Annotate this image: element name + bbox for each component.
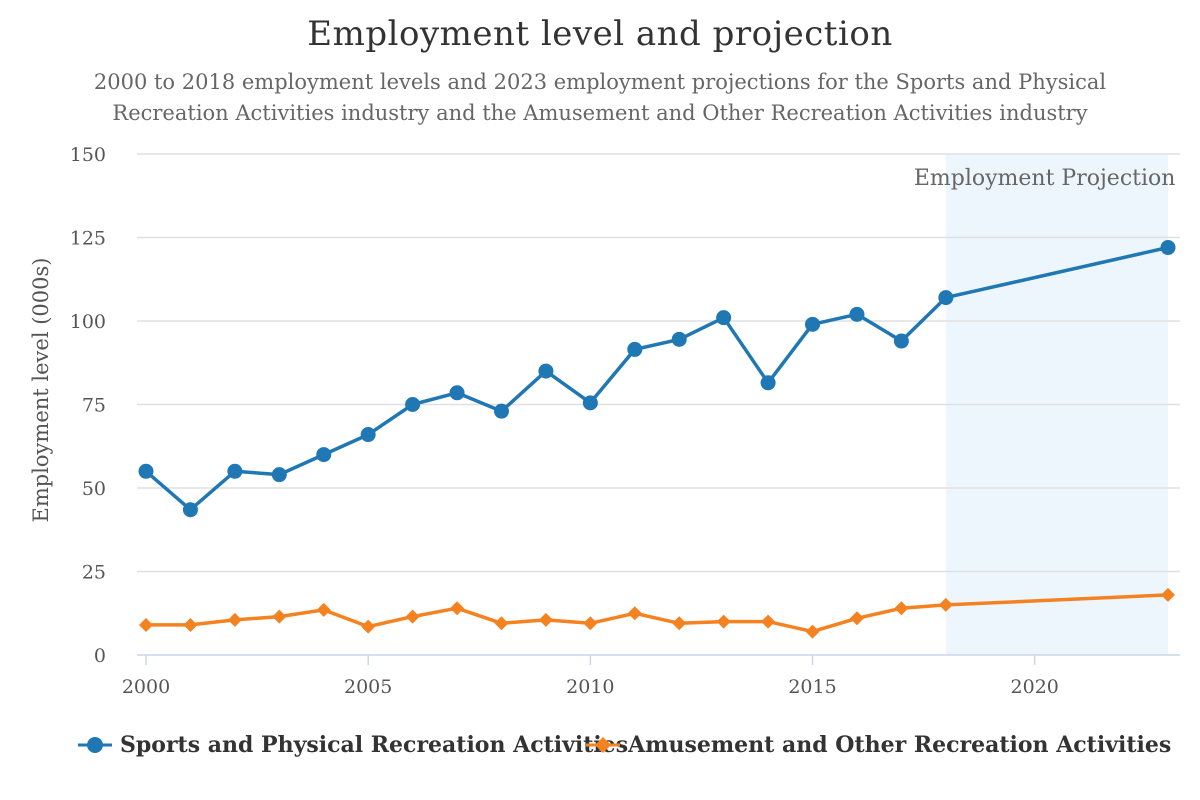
legend-line-diamond-icon — [586, 737, 621, 753]
y-tick-label: 125 — [70, 228, 106, 250]
data-point-sports — [138, 463, 154, 479]
data-point-amusement — [805, 624, 820, 639]
series-line-amusement — [146, 593, 1169, 634]
legend-label-sports: Sports and Physical Recreation Activitie… — [120, 732, 629, 758]
data-point-sports — [271, 467, 287, 483]
data-point-amusement — [183, 617, 198, 632]
data-point-sports — [493, 403, 509, 419]
projection-band-label: Employment Projection — [914, 166, 1176, 191]
x-tick-label: 2000 — [122, 676, 170, 698]
data-point-sports — [716, 310, 732, 326]
data-point-sports — [671, 331, 687, 347]
data-point-amusement — [761, 614, 776, 629]
legend-line-circle-icon — [78, 737, 112, 753]
data-point-amusement — [894, 601, 909, 616]
series-line-sports — [144, 245, 1169, 512]
data-point-amusement — [938, 597, 953, 612]
data-point-sports — [1160, 240, 1176, 256]
data-point-amusement — [716, 614, 731, 629]
data-point-amusement — [361, 619, 376, 634]
data-point-amusement — [672, 616, 687, 631]
data-point-sports — [893, 333, 909, 349]
data-point-sports — [627, 341, 643, 357]
data-point-amusement — [849, 611, 864, 626]
y-tick-label: 0 — [94, 645, 106, 667]
data-point-sports — [405, 397, 421, 412]
data-point-amusement — [227, 612, 242, 627]
data-point-sports — [582, 395, 598, 411]
legend-label-amusement: Amusement and Other Recreation Activitie… — [628, 732, 1172, 758]
chart-subtitle-line-2: Recreation Activities industry and the A… — [112, 101, 1088, 125]
data-point-amusement — [1161, 587, 1175, 602]
data-point-amusement — [494, 616, 509, 631]
data-point-amusement — [538, 612, 553, 627]
data-point-amusement — [316, 602, 331, 617]
x-tick-label: 2005 — [344, 676, 392, 698]
data-point-sports — [938, 290, 954, 306]
y-axis-title: Employment level (000s) — [29, 258, 53, 523]
data-point-sports — [316, 447, 332, 463]
data-point-sports — [760, 375, 776, 391]
y-tick-label: 25 — [82, 562, 106, 584]
data-point-sports — [360, 427, 376, 443]
chart-subtitle-line-1: 2000 to 2018 employment levels and 2023 … — [93, 70, 1107, 94]
x-tick-label: 2015 — [788, 676, 836, 698]
legend-item-sports[interactable]: Sports and Physical Recreation Activitie… — [78, 732, 628, 758]
x-tick-label: 2010 — [566, 676, 614, 698]
data-point-amusement — [450, 601, 465, 616]
x-tick-label: 2020 — [1011, 676, 1059, 698]
data-point-sports — [538, 363, 554, 379]
chart-title: Employment level and projection — [307, 14, 893, 54]
data-point-sports — [805, 316, 821, 332]
data-point-sports — [849, 306, 865, 322]
data-point-sports — [449, 385, 465, 401]
y-tick-label: 150 — [70, 144, 106, 166]
legend-item-amusement[interactable]: Amusement and Other Recreation Activitie… — [586, 732, 1171, 758]
data-point-sports — [182, 502, 198, 518]
y-tick-label: 50 — [82, 478, 106, 500]
data-point-amusement — [272, 609, 287, 624]
data-point-amusement — [627, 606, 642, 621]
data-point-sports — [227, 463, 243, 479]
data-point-amusement — [139, 617, 153, 632]
y-tick-label: 75 — [82, 395, 106, 417]
y-tick-label: 100 — [70, 311, 106, 333]
chart-legend: Sports and Physical Recreation Activitie… — [78, 732, 1171, 758]
data-point-amusement — [405, 609, 420, 624]
data-point-amusement — [583, 616, 598, 631]
